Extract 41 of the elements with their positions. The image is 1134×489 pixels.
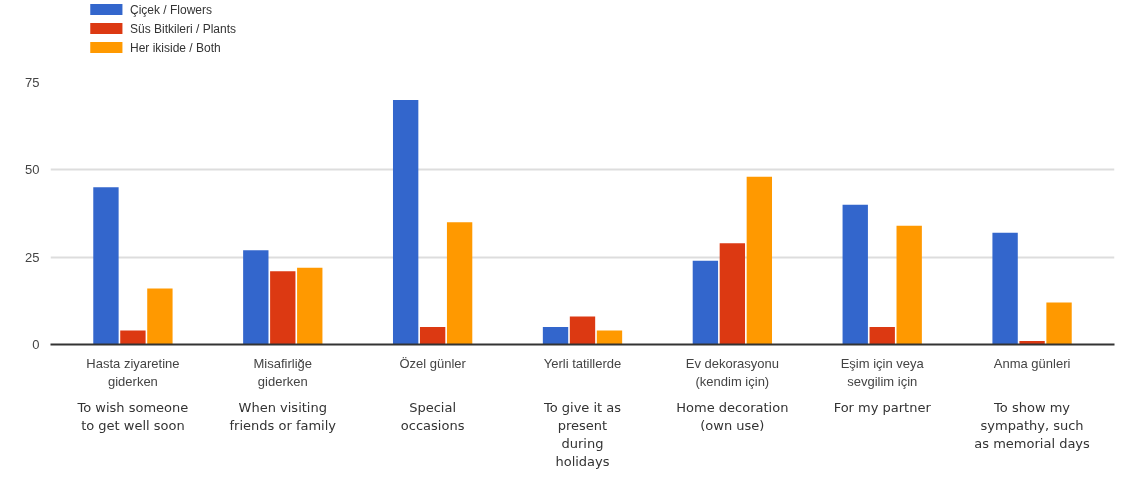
bar [746,176,773,345]
bar [596,330,623,345]
bar [896,225,922,345]
bar [446,222,473,345]
bar [147,288,173,345]
x-tick-label: Hasta ziyaretine giderken [86,355,180,389]
x-tick-label: Anma günleri [993,355,1071,371]
y-tick-label: 25 [25,249,40,265]
text: Home decoration (own use) [676,399,789,433]
bar [419,327,446,345]
bar [569,316,596,345]
bar [243,250,269,345]
y-tick-label: 75 [25,75,40,90]
text: For my partner [833,399,932,415]
bar [719,243,746,345]
y-tick-label: 0 [32,337,40,352]
text: To give it as present during holidays [542,399,622,469]
legend-label: Çiçek / Flowers [130,2,213,17]
y-tick-label: 50 [25,162,40,178]
bar [120,330,146,345]
text: To show my sympathy, such as memorial days [974,399,1091,451]
bar [392,99,419,345]
bar [1046,302,1072,345]
bar [93,187,119,345]
bar [692,260,719,345]
bar [992,232,1018,345]
text: To wish someone to get well soon [76,399,189,433]
x-tick-label: Misafirliğe giderken [253,355,313,389]
legend-label: Süs Bitkileri / Plants [130,21,237,36]
x-tick-label: Ev dekorasyonu (kendim için) [685,355,779,389]
bar [842,204,868,345]
x-tick-label: Özel günler [399,355,467,371]
text: When visiting friends or family [229,399,337,433]
bar [542,327,569,345]
bar [869,327,895,345]
x-tick-label: Yerli tatillerde [543,355,622,371]
bar [297,267,323,345]
legend-label: Her ikiside / Both [130,40,221,55]
x-tick-label: Eşim için veya sevgilim için [840,355,925,389]
text: Special occasions [400,399,465,433]
bar [270,271,296,345]
